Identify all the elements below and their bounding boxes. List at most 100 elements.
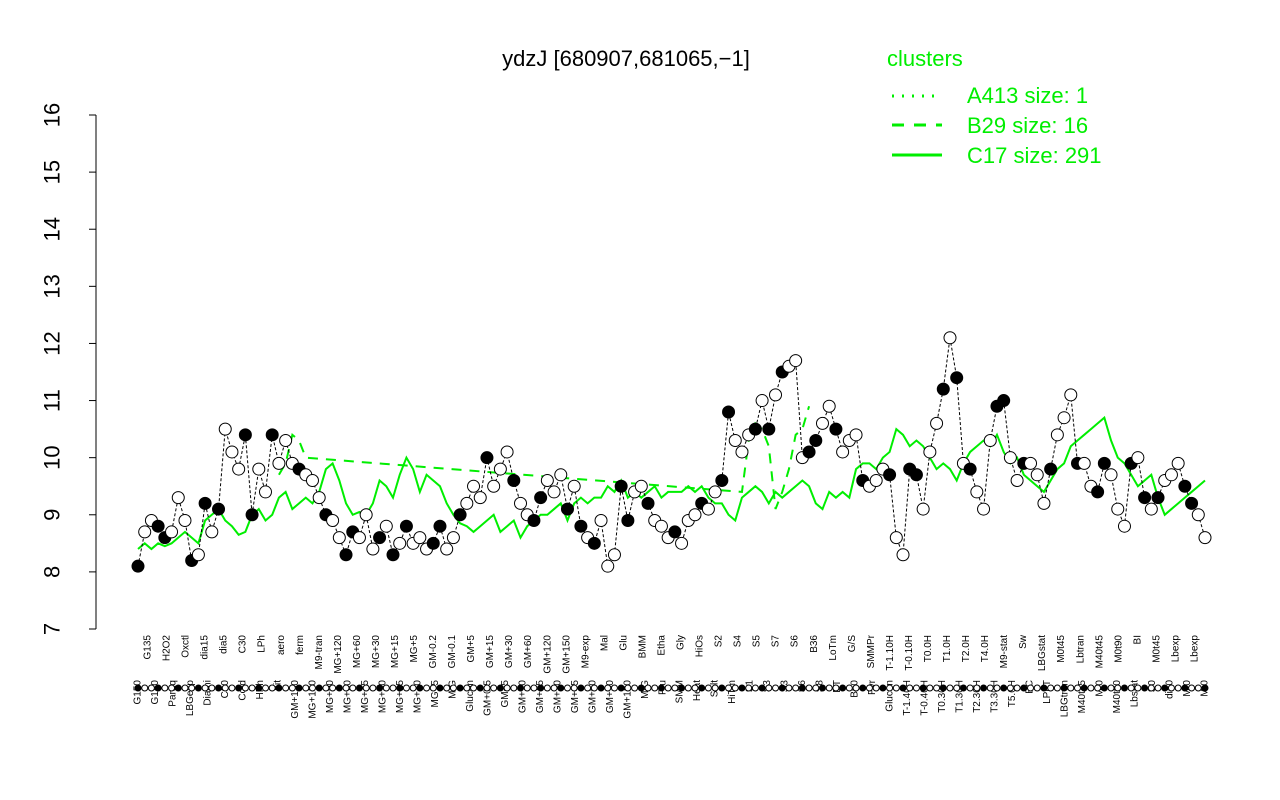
x-tick-label: GM-0.2 — [428, 635, 439, 669]
rug-marker — [268, 684, 276, 692]
rug-marker — [919, 684, 927, 692]
data-point — [1191, 508, 1205, 522]
x-tick-label: GM+30 — [504, 635, 515, 669]
rug-marker — [973, 684, 981, 692]
data-point — [815, 416, 829, 430]
x-tick-label: T5.0H — [1007, 680, 1018, 707]
rug-marker — [443, 684, 451, 692]
rug-marker — [778, 684, 786, 692]
rug-marker — [1087, 684, 1095, 692]
data-point — [312, 491, 326, 505]
x-tick-label: Glu — [618, 635, 629, 651]
rug-marker — [1027, 684, 1035, 692]
data-point — [165, 525, 179, 539]
rug-marker — [765, 684, 773, 692]
data-point — [923, 445, 937, 459]
rug-marker — [362, 684, 370, 692]
data-point — [1185, 496, 1199, 510]
x-tick-label: HiTm — [727, 680, 738, 704]
legend-label-c17: C17 size: 291 — [967, 143, 1102, 168]
data-point — [359, 508, 373, 522]
rug-marker — [1060, 684, 1068, 692]
x-tick-label: MG+15 — [395, 680, 406, 714]
rug-marker — [1201, 684, 1209, 692]
rug-marker — [597, 684, 605, 692]
rug-marker — [1167, 684, 1175, 692]
x-tick-label: T1.30H — [955, 680, 966, 713]
rug-marker — [1013, 684, 1021, 692]
data-point — [769, 388, 783, 402]
data-point — [500, 445, 514, 459]
data-point — [1010, 474, 1024, 488]
data-point — [138, 525, 152, 539]
data-point — [1050, 428, 1064, 442]
rug-marker — [221, 684, 229, 692]
rug-marker — [335, 684, 343, 692]
rug-marker — [577, 684, 585, 692]
data-point — [473, 491, 487, 505]
x-tick-label: M9-exp — [580, 635, 591, 669]
rug-marker — [429, 684, 437, 692]
rug-marker — [879, 684, 887, 692]
x-tick-label: M40t90 — [1112, 680, 1123, 714]
data-point — [279, 434, 293, 448]
rug-marker — [939, 684, 947, 692]
data-point — [1003, 451, 1017, 465]
x-tick-label: MG+10 — [412, 680, 423, 714]
rug-marker — [980, 684, 988, 692]
rug-marker — [792, 684, 800, 692]
rug-marker — [456, 684, 464, 692]
rug-marker — [725, 684, 733, 692]
data-point — [433, 519, 447, 533]
rug-marker — [201, 684, 209, 692]
rug-marker — [1000, 684, 1008, 692]
x-tick-label: Diami — [202, 680, 213, 706]
x-tick-label: Etha — [656, 635, 667, 656]
rug-marker — [959, 684, 967, 692]
data-point — [339, 548, 353, 562]
y-tick-label: 8 — [40, 566, 65, 578]
x-tick-label: C30 — [238, 635, 249, 654]
rug-marker — [651, 684, 659, 692]
rug-marker — [1094, 684, 1102, 692]
rug-marker — [946, 684, 954, 692]
x-tick-label: M9-tran — [314, 635, 325, 669]
rug-marker — [1114, 684, 1122, 692]
x-tick-label: GM+45 — [570, 680, 581, 714]
data-point — [983, 434, 997, 448]
rug-marker — [892, 684, 900, 692]
data-point — [554, 468, 568, 482]
data-point — [198, 496, 212, 510]
rug-marker — [805, 684, 813, 692]
rug-marker — [738, 684, 746, 692]
data-point — [997, 394, 1011, 408]
data-point — [393, 536, 407, 550]
data-point — [708, 485, 722, 499]
data-point — [1037, 496, 1051, 510]
x-tick-label: dia15 — [200, 635, 211, 660]
x-tick-label: S6 — [790, 635, 801, 648]
data-point — [1064, 388, 1078, 402]
rug-marker — [228, 684, 236, 692]
data-point — [245, 508, 259, 522]
rug-marker — [1100, 684, 1108, 692]
data-point — [225, 445, 239, 459]
rug-marker — [241, 684, 249, 692]
data-point — [909, 468, 923, 482]
rug-marker — [376, 684, 384, 692]
data-point — [728, 434, 742, 448]
data-point — [896, 548, 910, 562]
rug-marker — [449, 684, 457, 692]
rug-marker — [812, 684, 820, 692]
data-point — [701, 502, 715, 516]
data-point — [212, 502, 226, 516]
rug-marker — [1147, 684, 1155, 692]
rug-marker — [704, 684, 712, 692]
rug-marker — [839, 684, 847, 692]
x-tick-label: M40t45 — [1094, 635, 1105, 669]
rug-marker — [1134, 684, 1142, 692]
rug-marker — [865, 684, 873, 692]
x-tick-label: Lbexp — [1190, 635, 1201, 663]
rug-marker — [188, 684, 196, 692]
